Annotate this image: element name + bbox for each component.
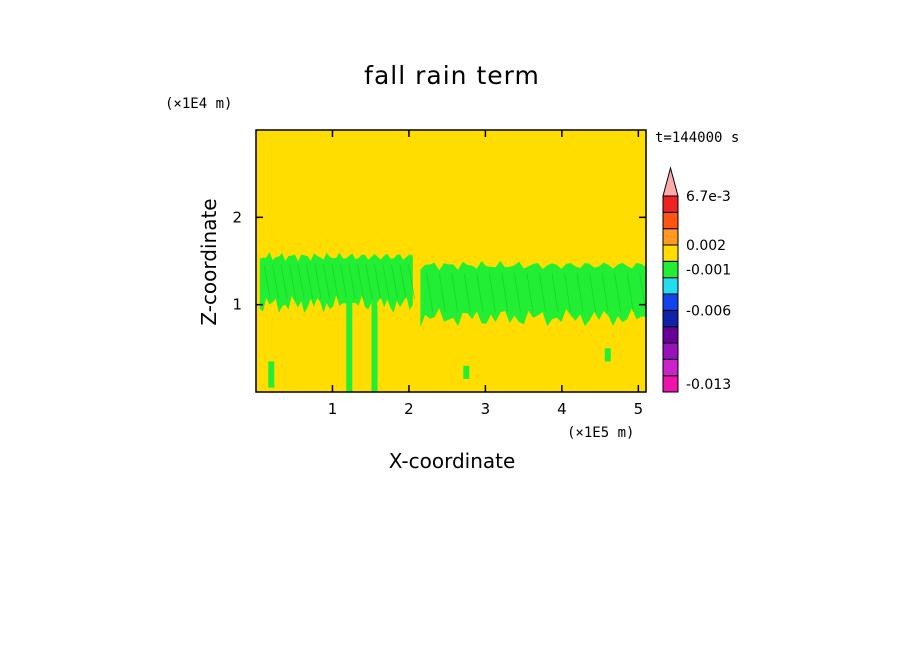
colorbar-level	[662, 358, 679, 377]
x-axis-label: X-coordinate	[389, 449, 516, 473]
x-tick-label: 1	[328, 400, 338, 418]
y-unit-label: (×1E4 m)	[165, 96, 232, 112]
field-streak	[463, 365, 470, 379]
colorbar-level	[662, 309, 679, 328]
field-texture	[357, 264, 364, 299]
field-texture	[323, 264, 330, 299]
x-tick-label: 5	[634, 400, 644, 418]
field-texture	[391, 264, 398, 299]
field-texture	[399, 264, 407, 299]
field-band	[420, 260, 646, 328]
field-texture	[501, 273, 509, 312]
colorbar-level	[662, 211, 679, 230]
field-texture	[488, 273, 496, 312]
y-axis-label: Z-coordinate	[197, 198, 221, 325]
colorbar-label: -0.001	[686, 263, 731, 279]
colorbar-level	[662, 260, 679, 279]
axis-ticks: 1 2 3 4 5 1 2	[232, 130, 646, 418]
field-texture	[340, 264, 347, 299]
field-texture	[589, 273, 596, 312]
field-texture	[626, 273, 634, 312]
colorbar-level	[662, 326, 679, 344]
x-tick-label: 2	[404, 400, 414, 418]
colorbar-level	[662, 195, 679, 213]
colorbar-arrow	[662, 166, 679, 197]
field-texture	[539, 273, 546, 312]
field-texture	[263, 264, 271, 299]
plot-area	[255, 129, 647, 393]
field-streak	[604, 348, 611, 362]
field-layer	[259, 251, 647, 392]
colorbar-level	[662, 228, 679, 246]
field-band	[259, 251, 413, 315]
y-tick-label: 2	[232, 208, 242, 226]
x-unit-label: (×1E5 m)	[567, 425, 634, 441]
field-texture	[564, 273, 571, 312]
field-streak	[268, 361, 275, 388]
time-label: t=144000 s	[655, 130, 739, 146]
field-texture	[438, 273, 446, 312]
colorbar-label: -0.006	[686, 303, 731, 319]
colorbar-level	[662, 244, 679, 262]
field-texture	[348, 264, 356, 299]
field-texture	[514, 273, 521, 312]
field-texture	[382, 264, 390, 299]
field-texture	[374, 264, 381, 299]
colorbar-level	[662, 342, 679, 360]
colorbar: 6.7e-3 0.002 -0.001 -0.006 -0.013	[662, 166, 731, 393]
field-streak	[346, 295, 353, 392]
plot-frame	[255, 129, 647, 393]
field-texture	[314, 264, 322, 299]
colorbar-label: 0.002	[686, 238, 726, 254]
x-tick-label: 3	[481, 400, 491, 418]
field-texture	[306, 264, 313, 299]
y-tick-label: 1	[232, 296, 242, 314]
field-texture	[289, 264, 296, 299]
field-texture	[408, 264, 415, 299]
field-streak	[371, 304, 378, 392]
field-texture	[614, 273, 622, 312]
colorbar-level	[662, 277, 679, 295]
chart-title: fall rain term	[364, 61, 540, 90]
field-texture	[463, 273, 471, 312]
field-texture	[476, 273, 484, 312]
field-texture	[426, 273, 434, 312]
field-texture	[297, 264, 305, 299]
field-texture	[601, 273, 609, 312]
field-texture	[280, 264, 288, 299]
field-texture	[576, 273, 584, 312]
field-texture	[331, 264, 339, 299]
field-texture	[551, 273, 559, 312]
x-tick-label: 4	[557, 400, 567, 418]
colorbar-level	[662, 293, 679, 311]
colorbar-label: -0.013	[686, 377, 731, 393]
field-texture	[365, 264, 373, 299]
colorbar-level	[662, 375, 679, 393]
colorbar-label: 6.7e-3	[686, 189, 731, 205]
field-texture	[451, 273, 459, 312]
field-texture	[272, 264, 279, 299]
field-texture	[526, 273, 534, 312]
